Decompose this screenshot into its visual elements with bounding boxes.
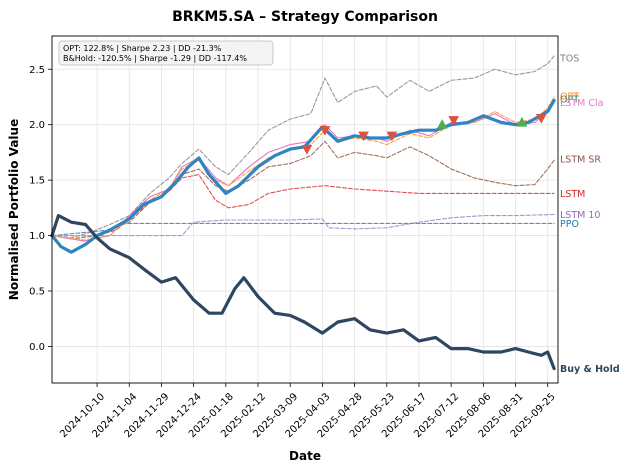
end-label-lstm-sr: LSTM SR [560,155,601,166]
stats-line-bhold: B&Hold: -120.5% | Sharpe -1.29 | DD -117… [63,54,247,63]
end-label-lstm: LSTM [560,189,585,200]
y-tick-label: 0.0 [29,342,45,353]
sell-marker [535,113,547,124]
series-layer [50,55,556,371]
end-label-opt: OPT [560,95,579,106]
sell-marker [301,144,313,155]
end-label-lstm-10: LSTM 10 [560,210,600,221]
series-line-tos [51,55,555,239]
sell-marker [358,131,369,142]
end-label-opt: OPT [560,91,579,102]
buy-marker [516,116,528,127]
series-line-opt [50,98,556,254]
stats-line-opt: OPT: 122.8% | Sharpe 2.23 | DD -21.3% [63,44,222,53]
end-label-tos: TOS [559,54,579,65]
series-line-buy-hold [50,214,556,371]
sell-marker [448,116,460,126]
y-tick-label: 1.5 [29,176,45,187]
end-label-buy-hold: Buy & Hold [560,364,620,375]
chart-title: BRKM5.SA – Strategy Comparison [172,9,438,25]
marker-layer [301,113,547,155]
y-tick-label: 0.5 [29,286,45,297]
sell-marker [319,126,331,136]
y-axis-title: Normalised Portfolio Value [7,119,21,300]
buy-marker [436,119,448,129]
sell-marker [386,131,398,142]
plot-frame [51,35,559,384]
y-tick-label: 2.0 [29,120,45,131]
y-tick-label: 1.0 [29,231,45,242]
y-tick-label: 2.5 [29,65,45,76]
series-line-lstm [51,174,555,237]
series-line-ppo [51,222,555,237]
series-line-lstm-10 [51,213,555,237]
series-line-lstm-sr [51,140,555,240]
grid-layer [52,36,558,383]
x-axis-title: Date [289,449,321,463]
end-label-ppo: PPO [560,219,579,230]
end-label-lstm-cla: LSTM Cla [560,98,603,109]
stats-box: OPT: 122.8% | Sharpe 2.23 | DD -21.3% B&… [58,40,274,66]
stats-box-frame [58,40,274,66]
